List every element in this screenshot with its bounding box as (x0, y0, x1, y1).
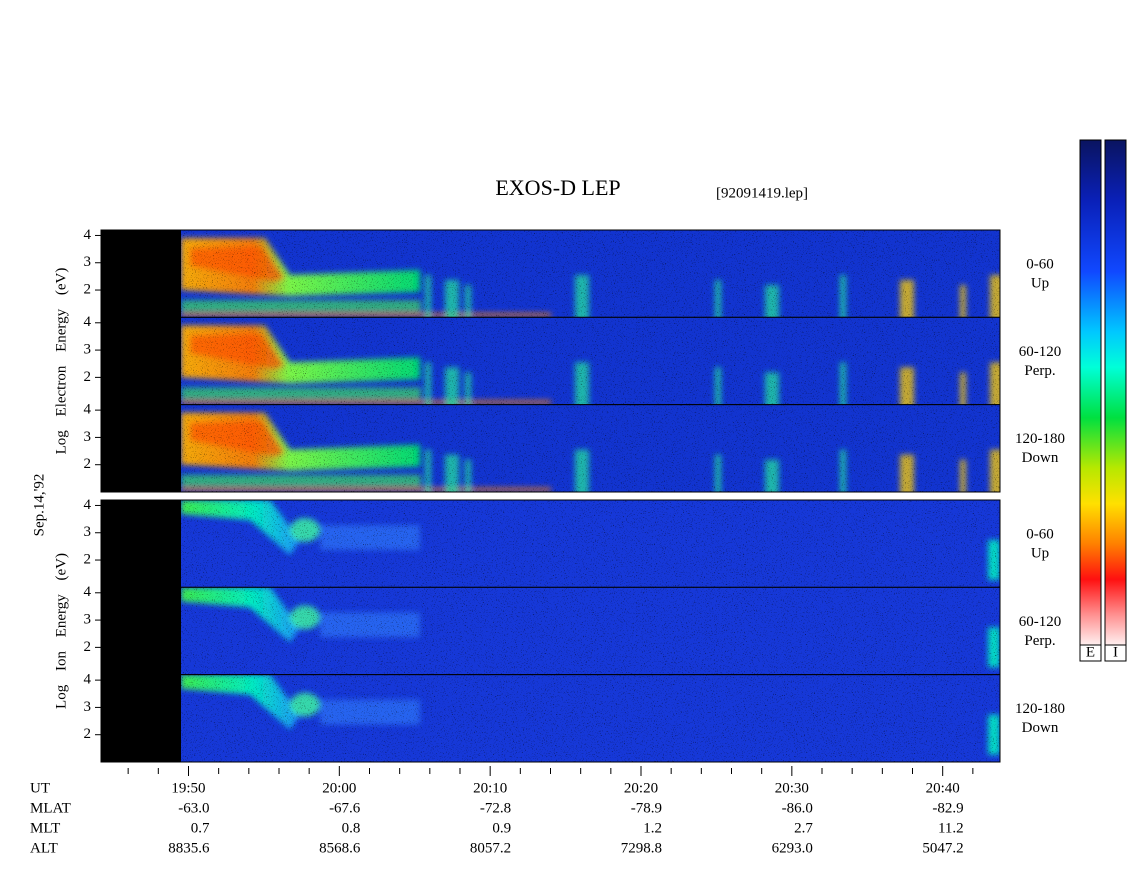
pitch-angle-label: 0-60 (1026, 256, 1054, 272)
colorbar-box (1079, 644, 1102, 662)
y-tick-label: 4 (84, 672, 92, 688)
y-tick-label: 3 (84, 699, 92, 715)
ephemeris-name: ALT (30, 840, 58, 856)
direction-label: Down (1022, 450, 1059, 466)
y-tick-label: 2 (84, 281, 92, 297)
spectrogram-panel (181, 587, 1000, 675)
ephemeris-value: -67.6 (329, 800, 361, 816)
direction-label: Up (1031, 275, 1049, 291)
ephemeris-value: 1.2 (643, 820, 662, 836)
ephemeris-value: 0.7 (191, 820, 210, 836)
ephemeris-value: 5047.2 (922, 840, 963, 856)
x-tick-label: 20:30 (775, 780, 809, 796)
y-tick-label: 3 (84, 342, 92, 358)
y-tick-label: 2 (84, 456, 92, 472)
x-tick-label: 20:20 (624, 780, 658, 796)
y-tick-label: 4 (84, 314, 92, 330)
ephemeris-value: 2.7 (794, 820, 813, 836)
data-gap (101, 500, 181, 762)
ephemeris-value: 8835.6 (168, 840, 210, 856)
pitch-angle-label: 120-180 (1015, 701, 1065, 717)
x-tick-label: 20:00 (322, 780, 356, 796)
ephemeris-value: 0.8 (342, 820, 361, 836)
spectrogram-panel (181, 230, 1000, 318)
ephemeris-value: 0.9 (492, 820, 511, 836)
direction-label: Perp. (1024, 363, 1055, 379)
chart-title: EXOS-D LEP (495, 175, 620, 200)
direction-label: Perp. (1024, 633, 1055, 649)
direction-label: Up (1031, 545, 1049, 561)
y-tick-label: 3 (84, 429, 92, 445)
spectrogram-panel (181, 317, 1000, 405)
x-tick-label: 19:50 (171, 780, 205, 796)
spectrogram-panel (181, 500, 1000, 588)
colorbar-e (1079, 139, 1102, 646)
speckle (181, 404, 1000, 492)
ephemeris-name: MLAT (30, 800, 71, 816)
speckle (181, 230, 1000, 318)
ephemeris-value: 6293.0 (772, 840, 813, 856)
colorbar-label: I (1113, 644, 1118, 660)
spectrogram-panel (181, 674, 1000, 762)
direction-label: Down (1022, 720, 1059, 736)
ephemeris-value: 7298.8 (621, 840, 662, 856)
ephemeris-value: -82.9 (932, 800, 963, 816)
pitch-angle-label: 0-60 (1026, 526, 1054, 542)
colorbar-box (1104, 644, 1127, 662)
colorbar-label: E (1086, 644, 1095, 660)
y-tick-label: 2 (84, 369, 92, 385)
x-tick-label: 20:10 (473, 780, 507, 796)
pitch-angle-label: 60-120 (1019, 614, 1062, 630)
pitch-angle-label: 120-180 (1015, 431, 1065, 447)
y-axis-label: Log Electron Energy (eV) (53, 268, 69, 455)
data-gap (101, 230, 181, 492)
speckle (181, 500, 1000, 588)
y-tick-label: 4 (84, 402, 92, 418)
ephemeris-value: 11.2 (938, 820, 964, 836)
ephemeris-value: 8057.2 (470, 840, 511, 856)
colorbar-i (1104, 139, 1127, 646)
ephemeris-value: -78.9 (631, 800, 662, 816)
speckle (181, 317, 1000, 405)
speckle (181, 587, 1000, 675)
x-row-label: UT (30, 780, 50, 796)
ephemeris-name: MLT (30, 820, 60, 836)
file-label: [92091419.lep] (716, 185, 808, 201)
ephemeris-value: -63.0 (178, 800, 209, 816)
x-tick-label: 20:40 (926, 780, 960, 796)
y-tick-label: 4 (84, 497, 92, 513)
speckle (181, 674, 1000, 762)
spectrogram-panel (181, 404, 1000, 492)
ephemeris-value: -86.0 (782, 800, 813, 816)
pitch-angle-label: 60-120 (1019, 344, 1062, 360)
y-tick-label: 4 (84, 584, 92, 600)
ephemeris-value: 8568.6 (319, 840, 361, 856)
y-tick-label: 3 (84, 254, 92, 270)
ephemeris-value: -72.8 (480, 800, 511, 816)
y-tick-label: 3 (84, 612, 92, 628)
y-tick-label: 2 (84, 639, 92, 655)
date-label: Sep.14,'92 (31, 474, 47, 537)
y-tick-label: 2 (84, 551, 92, 567)
colorbar: E I (1079, 139, 1127, 662)
y-tick-label: 2 (84, 726, 92, 742)
y-tick-label: 3 (84, 524, 92, 540)
y-tick-label: 4 (84, 227, 92, 243)
y-axis-label: Log Ion Energy (eV) (53, 553, 69, 709)
